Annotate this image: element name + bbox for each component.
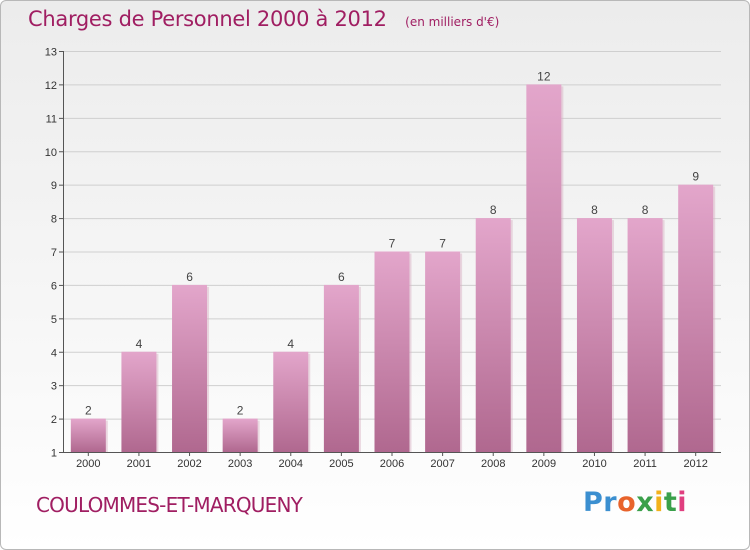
x-tick-label: 2003 (228, 458, 252, 470)
data-label: 8 (642, 203, 649, 217)
data-labels: 2 4 6 2 4 6 7 7 8 12 8 8 9 (85, 69, 699, 417)
bar (70, 418, 106, 452)
x-tick-label: 2011 (633, 458, 657, 470)
x-tick-label: 2012 (683, 458, 707, 470)
data-label: 7 (439, 237, 446, 251)
x-tick-label: 2005 (329, 458, 353, 470)
logo-letter: x (636, 487, 655, 518)
data-label: 12 (537, 69, 551, 83)
y-tick-label: 10 (45, 147, 57, 159)
data-label: 8 (591, 203, 598, 217)
bar (627, 218, 663, 452)
y-tick-label: 3 (51, 381, 57, 393)
data-label: 6 (338, 270, 345, 284)
chart-subtitle: (en milliers d'€) (405, 15, 500, 29)
bar (475, 218, 511, 452)
bar (273, 351, 309, 452)
proxiti-logo: Proxiti (583, 487, 687, 518)
x-tick-label: 2009 (532, 458, 556, 470)
x-tick-label: 2002 (177, 458, 201, 470)
x-tick-label: 2008 (481, 458, 505, 470)
y-tick-label: 8 (51, 214, 57, 226)
data-label: 4 (136, 337, 143, 351)
y-tick-label: 1 (51, 448, 57, 460)
x-tick-label: 2010 (582, 458, 606, 470)
bar (425, 251, 461, 452)
x-tick-label: 2006 (380, 458, 404, 470)
data-label: 6 (186, 270, 193, 284)
bar (222, 418, 258, 452)
logo-letter: i (677, 487, 688, 518)
y-tick-label: 12 (45, 80, 57, 92)
logo-letter: o (617, 487, 637, 518)
data-label: 2 (237, 404, 244, 418)
y-tick-label: 4 (51, 347, 57, 359)
y-tick-label: 13 (45, 47, 57, 59)
bar (374, 251, 410, 452)
x-tick-label: 2001 (127, 458, 151, 470)
x-tick-label: 2000 (76, 458, 100, 470)
data-label: 2 (85, 404, 92, 418)
y-tick-label: 9 (51, 180, 57, 192)
data-label: 4 (287, 337, 294, 351)
bar (121, 351, 157, 452)
bar (172, 284, 208, 452)
bar (678, 184, 714, 452)
commune-name: COULOMMES-ET-MARQUENY (36, 493, 303, 517)
chart-title: Charges de Personnel 2000 à 2012 (28, 7, 387, 31)
bar (576, 218, 612, 452)
x-tick-label: 2007 (430, 458, 454, 470)
title-row: Charges de Personnel 2000 à 2012 (en mil… (28, 7, 499, 31)
y-tick-label: 6 (51, 280, 57, 292)
data-label: 7 (389, 237, 396, 251)
bar (323, 284, 359, 452)
data-label: 9 (692, 170, 699, 184)
logo-letter: P (583, 487, 604, 518)
logo-letter: r (603, 487, 618, 518)
logo-letter: t (663, 487, 678, 518)
bar (526, 84, 562, 453)
y-tick-label: 2 (51, 414, 57, 426)
y-tick-label: 7 (51, 247, 57, 259)
data-label: 8 (490, 203, 497, 217)
x-tick-label: 2004 (279, 458, 303, 470)
logo-letter: i (654, 487, 664, 518)
bars (70, 84, 716, 453)
y-tick-label: 5 (51, 314, 57, 326)
y-tick-label: 11 (46, 113, 57, 125)
